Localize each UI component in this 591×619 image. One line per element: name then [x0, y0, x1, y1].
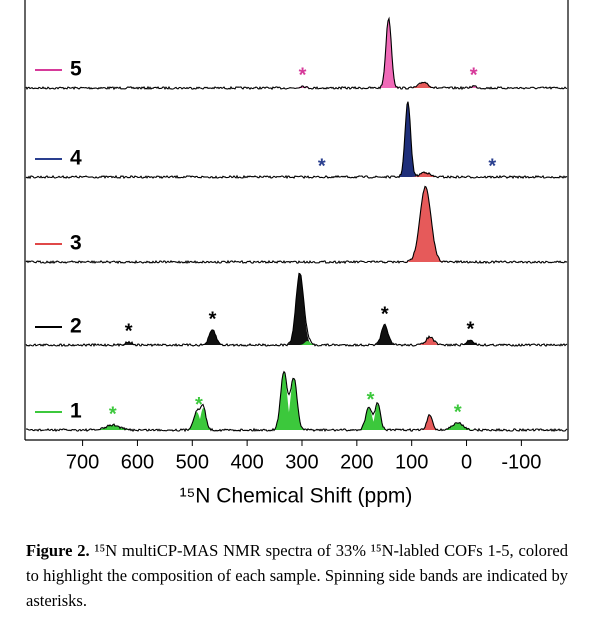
peak — [115, 342, 142, 345]
trace — [25, 16, 568, 91]
x-tick-label: 700 — [66, 451, 99, 473]
peak — [355, 408, 382, 430]
caption: Figure 2. ¹⁵N multiCP-MAS NMR spectra of… — [26, 538, 568, 613]
asterisk: * — [209, 308, 217, 330]
peak — [291, 86, 314, 88]
legend-label: 3 — [70, 232, 82, 255]
asterisk: * — [195, 394, 203, 416]
peak — [406, 82, 442, 88]
asterisk: * — [125, 320, 133, 342]
asterisk: * — [454, 401, 462, 423]
peak — [199, 330, 226, 345]
x-tick-label: 200 — [340, 451, 373, 473]
trace — [25, 272, 568, 348]
asterisk: * — [466, 318, 474, 340]
peak — [371, 325, 398, 345]
asterisk: * — [381, 303, 389, 325]
asterisk: * — [109, 403, 117, 425]
asterisk: * — [318, 155, 326, 177]
peak — [183, 412, 210, 430]
peak — [435, 423, 480, 430]
asterisk: * — [488, 155, 496, 177]
asterisk: * — [299, 64, 307, 86]
caption-text: ¹⁵N multiCP-MAS NMR spectra of 33% ¹⁵N-l… — [26, 541, 568, 610]
peak — [403, 187, 447, 262]
peak — [377, 18, 400, 88]
x-tick-label: -100 — [501, 451, 541, 473]
legend-label: 4 — [70, 147, 82, 170]
peak — [280, 378, 307, 430]
peak — [462, 86, 485, 88]
asterisk: * — [470, 64, 478, 86]
caption-label: Figure 2. — [26, 541, 90, 560]
peak — [192, 408, 214, 430]
x-axis-label: ¹⁵N Chemical Shift (ppm) — [180, 485, 413, 508]
legend-label: 2 — [70, 315, 82, 338]
peak — [366, 404, 389, 430]
peak — [284, 273, 315, 345]
peak — [457, 340, 484, 345]
legend-label: 1 — [70, 400, 82, 423]
trace — [25, 185, 568, 265]
figure: ¹⁵N Chemical Shift (ppm) 700 600 500 400 300… — [24, 0, 569, 508]
x-tick-label: 600 — [121, 451, 154, 473]
x-tick-label: 300 — [285, 451, 318, 473]
peak — [86, 425, 139, 430]
peak — [296, 341, 318, 345]
peak — [414, 337, 445, 345]
peak — [418, 415, 441, 430]
trace — [25, 370, 568, 433]
peak — [396, 102, 419, 177]
peak — [270, 372, 297, 430]
x-tick-label: 0 — [461, 451, 472, 473]
x-tick-label: 100 — [395, 451, 428, 473]
legend-label: 5 — [70, 58, 82, 81]
trace — [25, 101, 568, 180]
x-tick-label: 500 — [176, 451, 209, 473]
peak — [407, 172, 443, 177]
x-tick-label: 400 — [230, 451, 263, 473]
asterisk: * — [367, 389, 375, 411]
